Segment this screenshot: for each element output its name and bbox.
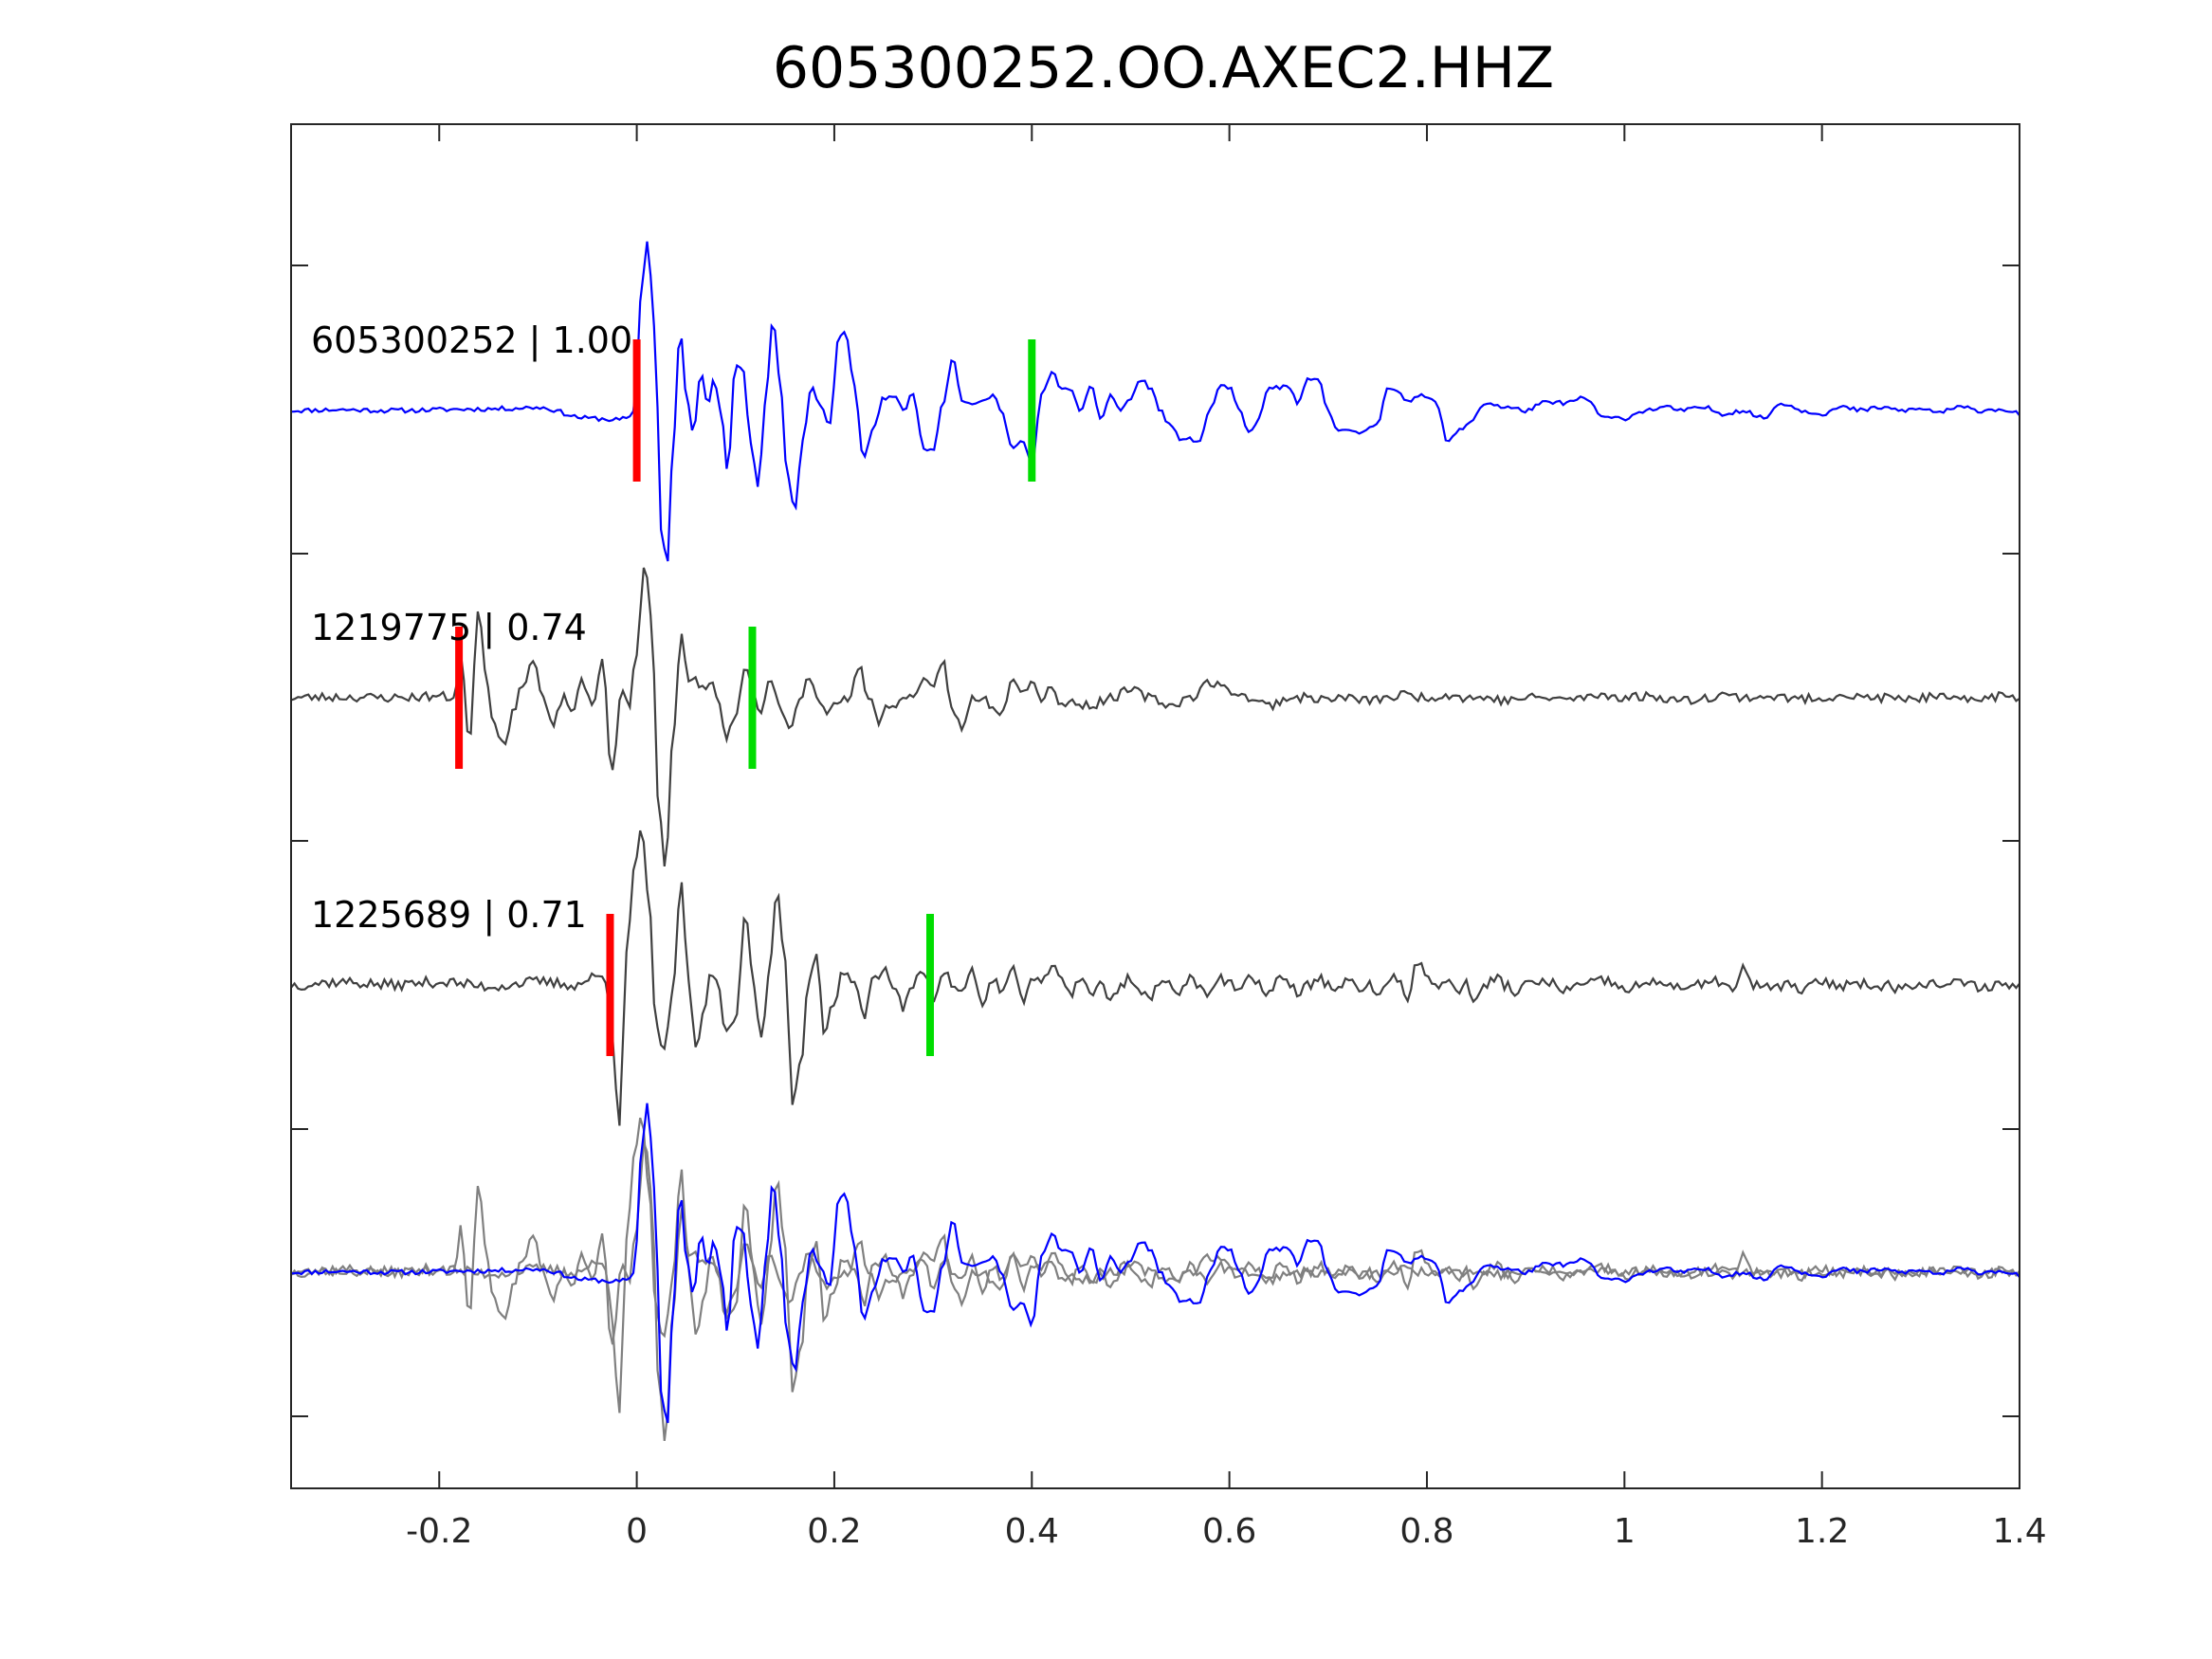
- trace-line-2: [291, 567, 2020, 867]
- trace-line-1: [291, 241, 2020, 562]
- x-tick-label: -0.2: [406, 1512, 472, 1551]
- axes-box: [290, 123, 2020, 1489]
- x-tick-label: 0.6: [1202, 1512, 1256, 1551]
- x-tick-label: 0.2: [807, 1512, 861, 1551]
- trace-label-1: 605300252 | 1.00: [311, 319, 632, 362]
- trace-line-3: [291, 830, 2020, 1126]
- trace-labels: 605300252 | 1.00 1219775 | 0.74 1225689 | …: [311, 319, 632, 937]
- x-tick-label: 0: [626, 1512, 648, 1551]
- overlay-trace-2: [291, 1141, 2020, 1442]
- overlay-trace-3: [291, 1117, 2020, 1413]
- x-axis-tick-labels: -0.2 0 0.2 0.4 0.6 0.8 1 1.2 1.4: [406, 1512, 2047, 1551]
- x-tick-label: 0.4: [1005, 1512, 1059, 1551]
- x-tick-label: 1.4: [1992, 1512, 2046, 1551]
- traces-group: [291, 241, 2020, 1442]
- x-tick-label: 1: [1614, 1512, 1636, 1551]
- overlay-trace-1: [291, 1103, 2020, 1424]
- trace-label-2: 1219775 | 0.74: [311, 607, 587, 649]
- picks-group: [455, 339, 1036, 1056]
- chart-title: 605300252.OO.AXEC2.HHZ: [773, 35, 1554, 101]
- x-tick-label: 0.8: [1399, 1512, 1453, 1551]
- trace-label-3: 1225689 | 0.71: [311, 894, 587, 937]
- x-tick-label: 1.2: [1795, 1512, 1849, 1551]
